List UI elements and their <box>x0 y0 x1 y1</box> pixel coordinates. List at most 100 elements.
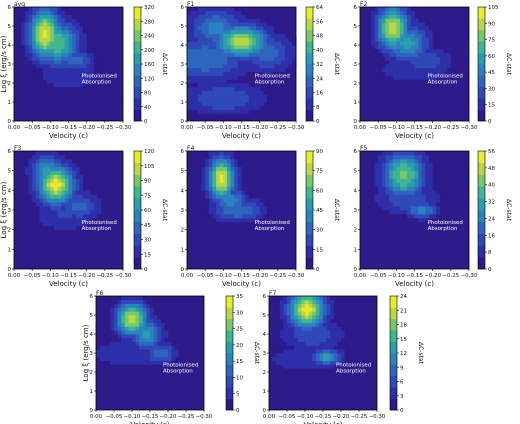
heatmap-cell <box>35 52 40 57</box>
heatmap-cell <box>439 75 444 80</box>
heatmap-cell <box>374 190 379 195</box>
heatmap-cell <box>381 210 386 215</box>
heatmap-cell <box>241 45 246 50</box>
colorbar-segment <box>306 109 313 122</box>
heatmap-cell <box>425 75 430 80</box>
heatmap-cell <box>392 198 397 203</box>
heatmap-cell <box>50 190 55 195</box>
annotation-line-1: Photoionised <box>82 220 117 226</box>
heatmap-cell <box>425 60 430 65</box>
heatmap-cell <box>256 26 261 31</box>
heatmap-cell <box>425 210 430 215</box>
heatmap-cell <box>399 158 404 164</box>
colorbar-tick-label: 32 <box>488 200 495 206</box>
heatmap-cell <box>308 318 313 323</box>
heatmap-cell <box>21 41 26 46</box>
heatmap-cell <box>279 360 284 365</box>
heatmap-cell <box>72 45 77 50</box>
heatmap-cell <box>341 341 345 346</box>
heatmap-cell <box>407 190 412 195</box>
heatmap-cell <box>410 48 415 53</box>
heatmap-cell <box>194 14 199 19</box>
y-tick-label: 5 <box>263 313 267 319</box>
heatmap-cell <box>61 67 66 72</box>
heatmap-cell <box>39 213 44 219</box>
heatmap-cell <box>17 33 22 38</box>
heatmap-cell <box>35 29 40 34</box>
heatmap-cell <box>281 71 286 76</box>
heatmap-cell <box>39 37 44 42</box>
heatmap-cell <box>43 225 48 231</box>
heatmap-cell <box>53 225 58 231</box>
heatmap-cell <box>374 18 379 23</box>
heatmap-cell <box>124 299 129 304</box>
heatmap-cell <box>392 71 397 76</box>
colorbar-segment <box>390 318 397 331</box>
heatmap-cell <box>241 60 246 65</box>
heatmap-cell <box>344 337 349 342</box>
heatmap-cell <box>450 60 455 65</box>
heatmap-cell <box>132 326 136 331</box>
heatmap-cell <box>341 353 345 358</box>
heatmap-cell <box>312 315 317 320</box>
y-tick-label: 3 <box>263 351 267 357</box>
heatmap-cell <box>315 334 320 339</box>
colorbar-segment <box>226 353 233 365</box>
heatmap-cell <box>124 334 129 339</box>
heatmap-cell <box>114 322 118 327</box>
heatmap-cell <box>370 166 375 172</box>
heatmap-cell <box>190 94 195 99</box>
heatmap-cell <box>216 22 221 27</box>
heatmap-cell <box>432 190 437 195</box>
heatmap-cell <box>252 14 257 19</box>
heatmap-cell <box>61 60 66 65</box>
heatmap-cell <box>288 45 293 50</box>
heatmap-cell <box>124 315 129 320</box>
y-tick-label: 3 <box>354 208 358 214</box>
heatmap-cell <box>237 174 242 179</box>
heatmap-cell <box>319 364 324 369</box>
heatmap-cell <box>146 311 151 316</box>
heatmap-cell <box>50 52 55 57</box>
heatmap-cell <box>301 318 306 323</box>
heatmap-cell <box>436 52 441 57</box>
heatmap-cell <box>399 151 404 156</box>
heatmap-cell <box>234 94 239 99</box>
heatmap-cell <box>57 7 62 12</box>
heatmap-cell <box>17 29 22 34</box>
heatmap-cell <box>75 45 80 50</box>
colorbar-tick-label: 16 <box>488 233 495 239</box>
heatmap-cell <box>252 56 257 61</box>
heatmap-cell <box>370 162 375 168</box>
heatmap-cell <box>212 45 217 50</box>
heatmap-cell <box>378 18 383 23</box>
heatmap-cell <box>150 318 154 323</box>
heatmap-cell <box>414 166 419 172</box>
heatmap-cell <box>385 41 390 46</box>
heatmap-cell <box>425 186 430 191</box>
colorbar-tick-label: 90 <box>144 179 151 185</box>
heatmap-cell <box>385 52 390 57</box>
heatmap-cell <box>234 154 239 160</box>
heatmap-cell <box>212 83 217 88</box>
heatmap-cell <box>277 71 282 76</box>
heatmap-cell <box>389 202 394 207</box>
heatmap-cell <box>219 86 224 91</box>
heatmap-cell <box>237 67 242 72</box>
heatmap-cell <box>219 79 224 84</box>
heatmap-cell <box>230 90 235 95</box>
heatmap-cell <box>403 56 408 61</box>
heatmap-cell <box>39 151 44 156</box>
colorbar-tick-label: 56 <box>316 19 323 25</box>
heatmap-cell <box>72 29 77 34</box>
heatmap-cell <box>212 94 217 99</box>
heatmap-cell <box>276 349 281 354</box>
heatmap-cell <box>32 14 37 19</box>
heatmap-cell <box>201 194 206 199</box>
heatmap-cell <box>381 166 386 172</box>
heatmap-cell <box>287 337 291 342</box>
heatmap-cell <box>248 102 253 107</box>
heatmap-cell <box>208 213 213 219</box>
heatmap-cell <box>248 56 253 61</box>
heatmap-cell <box>43 217 48 223</box>
